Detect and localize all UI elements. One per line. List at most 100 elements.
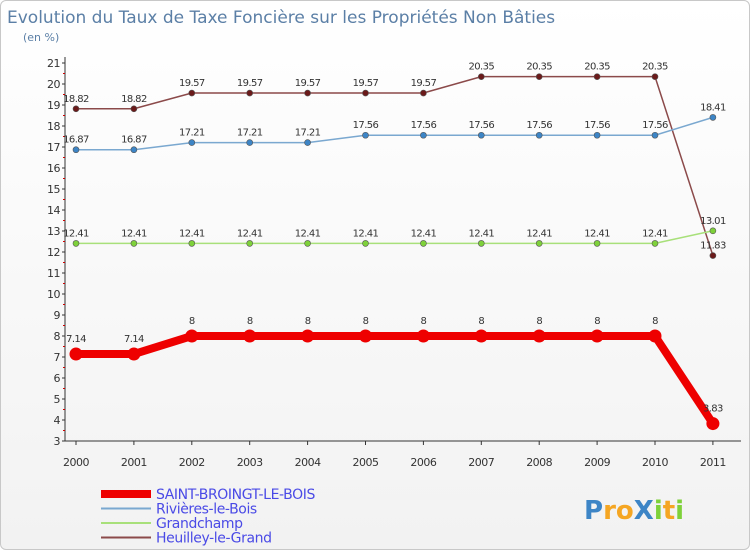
series-point bbox=[474, 329, 488, 343]
data-label: 12.41 bbox=[411, 228, 437, 239]
y-tick-label: 8 bbox=[54, 330, 61, 343]
chart-subtitle: (en %) bbox=[23, 31, 59, 44]
series-point bbox=[72, 105, 80, 113]
y-tick-label: 14 bbox=[47, 204, 60, 217]
logo-letter: o bbox=[616, 496, 634, 526]
series-point bbox=[593, 73, 601, 80]
data-label: 13.01 bbox=[700, 216, 726, 227]
series-point bbox=[535, 131, 543, 139]
y-tick-label: 19 bbox=[47, 99, 60, 112]
x-tick-label: 2005 bbox=[353, 456, 379, 469]
series-point bbox=[416, 329, 430, 343]
data-label: 12.41 bbox=[526, 228, 552, 239]
data-label: 17.21 bbox=[295, 128, 321, 139]
series-point bbox=[362, 131, 369, 139]
y-tick-label: 17 bbox=[47, 141, 60, 154]
x-tick-label: 2000 bbox=[63, 456, 89, 469]
data-label: 20.35 bbox=[468, 62, 494, 73]
data-label: 12.41 bbox=[179, 228, 205, 239]
series-point bbox=[651, 73, 659, 80]
data-label: 8 bbox=[652, 316, 658, 327]
data-label: 12.41 bbox=[468, 228, 494, 239]
data-label: 12.41 bbox=[642, 228, 668, 239]
data-label: 17.56 bbox=[584, 120, 610, 131]
series-point bbox=[709, 227, 717, 235]
series-line bbox=[72, 332, 717, 428]
data-label: 17.21 bbox=[237, 128, 263, 139]
series-point bbox=[590, 329, 604, 343]
logo-letter: i bbox=[654, 496, 663, 526]
data-label: 19.57 bbox=[353, 78, 379, 89]
data-label: 18.82 bbox=[121, 94, 147, 105]
legend-label: Heuilley-le-Grand bbox=[156, 531, 272, 547]
series-point bbox=[359, 329, 372, 343]
data-label: 7.14 bbox=[124, 334, 144, 345]
series-point bbox=[188, 89, 196, 97]
data-label: 17.56 bbox=[468, 120, 494, 131]
data-label: 17.56 bbox=[411, 120, 437, 131]
y-tick-label: 7 bbox=[54, 351, 61, 364]
series-point bbox=[246, 139, 253, 146]
y-tick-label: 18 bbox=[47, 120, 60, 133]
y-tick-label: 5 bbox=[54, 393, 61, 406]
x-tick-label: 2009 bbox=[584, 456, 610, 469]
logo-letter: P bbox=[584, 496, 603, 526]
data-label: 16.87 bbox=[63, 135, 89, 146]
data-label: 8 bbox=[421, 316, 427, 327]
series-point bbox=[301, 329, 315, 343]
data-label: 8 bbox=[247, 316, 253, 327]
series-point bbox=[651, 131, 659, 139]
x-tick-label: 2006 bbox=[410, 456, 436, 469]
y-tick-label: 15 bbox=[47, 183, 60, 196]
data-label: 8 bbox=[189, 316, 195, 327]
series-point bbox=[304, 139, 311, 146]
logo-letter: r bbox=[603, 496, 616, 526]
y-tick-label: 10 bbox=[47, 288, 60, 301]
series-point bbox=[362, 240, 369, 247]
series-point bbox=[243, 329, 257, 343]
data-label: 20.35 bbox=[584, 62, 610, 73]
data-labels: 18.82 18.82 19.57 19.57 19.57 19.57 19.57 20.35… bbox=[63, 62, 726, 415]
series-line bbox=[75, 230, 714, 245]
series-point bbox=[188, 240, 196, 247]
y-tick-label: 20 bbox=[47, 78, 60, 91]
data-label: 8 bbox=[363, 316, 369, 327]
series-point bbox=[477, 73, 485, 80]
data-label: 17.56 bbox=[353, 120, 379, 131]
series-point bbox=[535, 73, 543, 80]
series-point bbox=[706, 417, 720, 431]
logo-letter: t bbox=[663, 496, 675, 526]
data-label: 19.57 bbox=[411, 78, 437, 89]
y-tick-label: 11 bbox=[47, 267, 60, 280]
series-point bbox=[69, 347, 83, 361]
legend-label: Rivières-le-Bois bbox=[156, 502, 257, 518]
data-label: 8 bbox=[478, 316, 484, 327]
data-label: 19.57 bbox=[295, 78, 321, 89]
series-point bbox=[246, 89, 253, 97]
y-tick-label: 13 bbox=[47, 225, 60, 238]
series-point bbox=[188, 139, 196, 146]
data-label: 18.82 bbox=[63, 94, 89, 105]
y-tick-label: 12 bbox=[47, 246, 60, 259]
series-point bbox=[648, 329, 662, 343]
data-label: 17.21 bbox=[179, 128, 205, 139]
series-point bbox=[420, 89, 427, 97]
legend-label: SAINT-BROINGT-LE-BOIS bbox=[156, 487, 315, 503]
data-label: 18.41 bbox=[700, 102, 726, 113]
data-label: 12.41 bbox=[63, 228, 89, 239]
data-label: 17.56 bbox=[642, 120, 668, 131]
series-point bbox=[477, 240, 485, 247]
series-point bbox=[362, 89, 369, 97]
series-line bbox=[75, 75, 714, 257]
x-tick-label: 2008 bbox=[526, 456, 552, 469]
logo-text: ProXiti bbox=[584, 496, 684, 526]
data-label: 17.56 bbox=[526, 120, 552, 131]
y-tick-label: 4 bbox=[54, 414, 61, 427]
series-point bbox=[304, 89, 311, 97]
series-point bbox=[127, 347, 141, 361]
data-label: 8 bbox=[305, 316, 311, 327]
legend-label: Grandchamp bbox=[156, 516, 243, 532]
x-tick-label: 2010 bbox=[642, 456, 668, 469]
series-point bbox=[709, 114, 717, 121]
